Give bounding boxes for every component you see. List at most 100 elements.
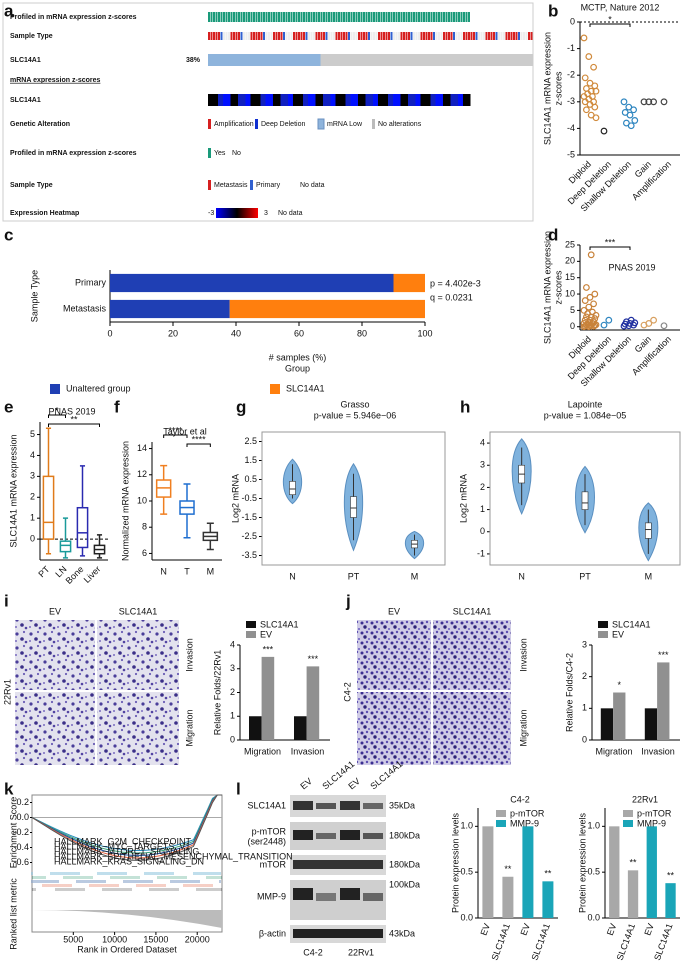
y-tick-label: -1.5	[241, 512, 257, 522]
track-cell	[303, 94, 306, 106]
legend-label: Amplification	[214, 121, 254, 128]
track-cell	[285, 32, 288, 40]
track-cell	[223, 12, 225, 22]
track-cell	[210, 12, 213, 22]
legend-label: No data	[300, 182, 325, 189]
y-axis-label: SLC14A1 mRNA expression	[542, 231, 552, 344]
track-label: mRNA expression z-scores	[10, 77, 100, 84]
track-cell	[463, 12, 465, 22]
track-cell	[305, 94, 308, 106]
significance-label: *	[618, 680, 622, 690]
track-cell	[418, 54, 421, 66]
track-cell	[373, 32, 375, 40]
track-cell	[390, 32, 393, 40]
panel-label: b	[548, 1, 558, 20]
track-cell	[350, 32, 353, 40]
track-cell	[435, 12, 438, 22]
track-cell	[268, 94, 271, 106]
y-axis-label: z-scores	[553, 270, 563, 305]
legend-label: HALLMARK_KRAS_SIGNALING_DN	[54, 857, 204, 867]
box	[350, 496, 357, 518]
track-cell	[445, 12, 448, 22]
track-cell	[225, 94, 228, 106]
panel-label: d	[548, 225, 558, 244]
track-cell	[343, 54, 346, 66]
track-cell	[365, 54, 368, 66]
track-cell	[443, 94, 446, 106]
cell-line-label: 22Rv1	[348, 947, 374, 957]
track-cell	[260, 12, 263, 22]
track-cell	[213, 54, 216, 66]
track-cell	[308, 12, 310, 22]
track-cell	[225, 54, 228, 66]
bar	[600, 708, 614, 740]
track-cell	[330, 54, 333, 66]
track-cell	[380, 32, 383, 40]
track-cell	[413, 54, 416, 66]
y-tick-label: -2	[567, 70, 575, 80]
track-cell	[380, 94, 383, 106]
y-tick-label: 3	[480, 460, 485, 470]
track-cell	[390, 12, 393, 22]
data-point	[581, 297, 589, 304]
x-tick-label: M	[207, 566, 215, 576]
data-point	[580, 34, 588, 42]
bar	[294, 716, 307, 740]
significance-label: **	[70, 414, 78, 424]
track-cell	[368, 54, 371, 66]
legend-swatch	[246, 621, 256, 628]
track-cell	[458, 54, 461, 66]
track-cell	[268, 12, 270, 22]
track-cell	[440, 54, 443, 66]
track-cell	[293, 32, 295, 40]
track-cell	[333, 32, 335, 40]
track-cell	[350, 12, 353, 22]
panel-label: e	[4, 397, 13, 416]
box	[42, 475, 55, 540]
track-cell	[530, 54, 533, 66]
y-tick-label: 10	[565, 288, 575, 298]
track-cell	[278, 54, 281, 66]
track-cell	[443, 32, 445, 40]
bar	[542, 881, 554, 918]
significance-label: **	[630, 858, 638, 868]
track-cell	[358, 54, 361, 66]
track-cell	[228, 94, 231, 106]
panel-label: g	[236, 397, 246, 416]
y-tick-label: 0.0	[460, 912, 473, 922]
track-cell	[430, 54, 433, 66]
track-cell	[395, 94, 398, 106]
x-tick-label: 5000	[63, 934, 83, 944]
track-cell	[493, 54, 496, 66]
track-cell	[468, 32, 470, 40]
track-cell	[373, 94, 376, 106]
track-cell	[333, 94, 336, 106]
annotation: p = 4.402e-3	[430, 278, 481, 288]
track-cell	[238, 32, 240, 40]
whisker	[62, 517, 69, 559]
track-cell	[393, 12, 395, 22]
track-cell	[243, 94, 246, 106]
track-cell	[310, 12, 313, 22]
track-cell	[408, 32, 410, 40]
track-cell	[263, 12, 265, 22]
track-cell	[430, 94, 433, 106]
track-cell	[368, 32, 370, 40]
box	[645, 522, 652, 539]
track-cell	[500, 54, 503, 66]
track-cell	[525, 54, 528, 66]
track-cell	[510, 54, 513, 66]
data-point	[585, 303, 593, 311]
plot-frame	[31, 794, 223, 933]
protein-label: MMP-9	[257, 891, 286, 901]
legend-row-label: Sample Type	[10, 182, 53, 189]
track-cell	[505, 32, 508, 40]
track-cell	[300, 94, 303, 106]
track-cell	[463, 54, 466, 66]
x-tick-label: 40	[231, 328, 241, 338]
micrographs-j	[357, 620, 511, 765]
track-cell	[285, 94, 288, 106]
track-cell	[485, 32, 488, 40]
y-tick-label: 0.5	[244, 474, 257, 484]
legend-label: 3	[264, 210, 268, 217]
